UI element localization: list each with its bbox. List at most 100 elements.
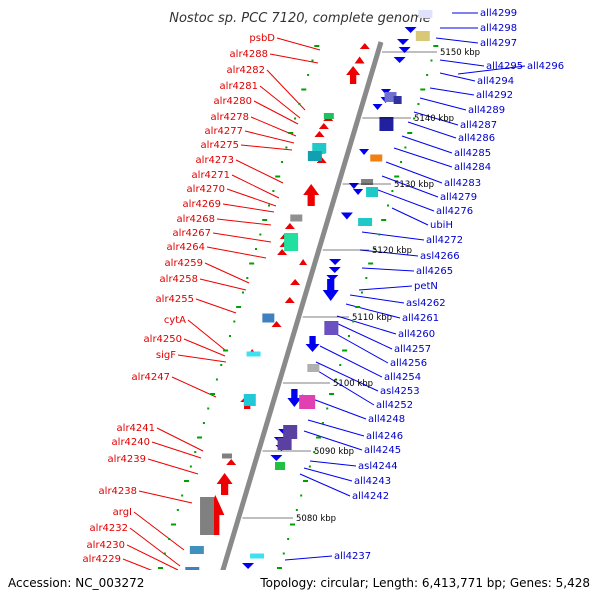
gene-label-all4294[interactable]: all4294 (477, 76, 514, 87)
gene-label-argI[interactable]: argI (113, 507, 132, 518)
gene-label-all4284[interactable]: all4284 (454, 162, 491, 173)
gene-block[interactable] (307, 364, 320, 372)
gene-label-all4283[interactable]: all4283 (444, 178, 481, 189)
gene-label-all4243[interactable]: all4243 (354, 476, 391, 487)
gene-block[interactable] (307, 151, 322, 161)
gene-label-all4276[interactable]: all4276 (436, 206, 473, 217)
gene-label-alr4258[interactable]: alr4258 (160, 274, 198, 285)
reverse-gene-marker[interactable] (404, 27, 417, 33)
gene-label-alr4230[interactable]: alr4230 (87, 540, 125, 551)
forward-gene-marker[interactable] (284, 223, 295, 229)
reverse-gene-marker[interactable] (340, 212, 353, 220)
gene-block[interactable] (312, 143, 327, 153)
gene-label-asl4262[interactable]: asl4262 (406, 298, 446, 309)
gene-label-all4256[interactable]: all4256 (390, 358, 427, 369)
gene-block[interactable] (283, 425, 298, 439)
gene-label-all4272[interactable]: all4272 (426, 235, 463, 246)
gene-label-alr4250[interactable]: alr4250 (144, 334, 182, 345)
gene-block[interactable] (323, 113, 334, 119)
gene-block[interactable] (370, 154, 383, 162)
gene-block[interactable] (299, 395, 316, 409)
forward-gene-marker[interactable] (290, 279, 301, 285)
gene-label-alr4268[interactable]: alr4268 (177, 214, 215, 225)
reverse-gene-marker[interactable] (348, 183, 359, 189)
gene-label-alr4275[interactable]: alr4275 (201, 140, 239, 151)
gene-block[interactable] (246, 351, 261, 357)
gene-label-alr4255[interactable]: alr4255 (156, 294, 194, 305)
gene-label-all4248[interactable]: all4248 (368, 414, 405, 425)
forward-gene-marker[interactable] (271, 321, 282, 327)
gene-label-all4285[interactable]: all4285 (454, 148, 491, 159)
gene-label-alr4282[interactable]: alr4282 (227, 65, 265, 76)
reverse-gene-marker[interactable] (353, 189, 364, 195)
gene-label-alr4277[interactable]: alr4277 (205, 126, 243, 137)
gene-label-all4252[interactable]: all4252 (376, 400, 413, 411)
gene-label-alr4247[interactable]: alr4247 (132, 372, 170, 383)
gene-label-alr4270[interactable]: alr4270 (187, 184, 225, 195)
gene-label-all4296[interactable]: all4296 (527, 61, 564, 72)
gene-label-all4261[interactable]: all4261 (402, 313, 439, 324)
gene-label-all4298[interactable]: all4298 (480, 23, 517, 34)
gene-label-all4246[interactable]: all4246 (366, 431, 403, 442)
gene-label-psbD[interactable]: psbD (249, 33, 275, 44)
gene-label-alr4280[interactable]: alr4280 (214, 96, 252, 107)
gene-label-alr4238[interactable]: alr4238 (99, 486, 137, 497)
gene-label-cytA[interactable]: cytA (164, 315, 186, 326)
gene-label-all4260[interactable]: all4260 (398, 329, 435, 340)
gene-label-all4254[interactable]: all4254 (384, 372, 421, 383)
gene-label-asl4253[interactable]: asl4253 (380, 386, 420, 397)
gene-block[interactable] (243, 394, 256, 406)
reverse-gene-marker[interactable] (329, 259, 342, 265)
reverse-gene-arrow[interactable] (305, 336, 320, 352)
gene-block[interactable] (290, 214, 303, 222)
gene-block[interactable] (262, 313, 275, 323)
gene-block[interactable] (379, 117, 394, 131)
gene-label-all4287[interactable]: all4287 (460, 120, 497, 131)
gene-label-asl4244[interactable]: asl4244 (358, 461, 398, 472)
gene-label-alr4241[interactable]: alr4241 (117, 423, 155, 434)
gene-label-sigF[interactable]: sigF (156, 350, 176, 361)
forward-gene-marker[interactable] (299, 259, 308, 265)
forward-gene-arrow[interactable] (216, 473, 233, 495)
gene-block[interactable] (222, 453, 233, 459)
gene-label-all4289[interactable]: all4289 (468, 105, 505, 116)
gene-label-alr4239[interactable]: alr4239 (108, 454, 146, 465)
gene-label-asl4266[interactable]: asl4266 (420, 251, 460, 262)
gene-block[interactable] (189, 546, 204, 554)
forward-gene-arrow[interactable] (303, 184, 320, 206)
gene-block[interactable] (250, 553, 265, 559)
gene-label-alr4240[interactable]: alr4240 (112, 437, 150, 448)
forward-gene-marker[interactable] (277, 249, 288, 255)
forward-gene-marker[interactable] (226, 459, 237, 465)
reverse-gene-marker[interactable] (397, 39, 409, 45)
gene-label-all4292[interactable]: all4292 (476, 90, 513, 101)
gene-label-alr4269[interactable]: alr4269 (183, 199, 221, 210)
gene-block[interactable] (366, 187, 379, 197)
gene-label-all4257[interactable]: all4257 (394, 344, 431, 355)
gene-label-alr4229[interactable]: alr4229 (83, 554, 121, 565)
gene-block[interactable] (384, 92, 397, 102)
forward-gene-marker[interactable] (318, 123, 329, 129)
gene-label-alr4267[interactable]: alr4267 (173, 228, 211, 239)
reverse-gene-marker[interactable] (393, 57, 406, 63)
reverse-gene-marker[interactable] (328, 267, 341, 273)
forward-gene-marker[interactable] (314, 131, 325, 137)
gene-label-all4265[interactable]: all4265 (416, 266, 453, 277)
gene-block[interactable] (200, 497, 215, 535)
gene-label-ubiH[interactable]: ubiH (430, 220, 453, 231)
gene-label-alr4288[interactable]: alr4288 (230, 49, 268, 60)
gene-block[interactable] (415, 31, 430, 41)
gene-label-alr4232[interactable]: alr4232 (90, 523, 128, 534)
gene-label-alr4281[interactable]: alr4281 (220, 81, 258, 92)
gene-label-all4295[interactable]: all4295 (486, 61, 523, 72)
gene-label-petN[interactable]: petN (414, 281, 438, 292)
gene-block[interactable] (358, 218, 373, 226)
gene-block[interactable] (284, 233, 299, 251)
gene-block[interactable] (324, 321, 339, 335)
forward-gene-arrow[interactable] (346, 66, 361, 84)
reverse-gene-marker[interactable] (242, 563, 255, 569)
gene-label-all4297[interactable]: all4297 (480, 38, 517, 49)
forward-gene-marker[interactable] (284, 297, 295, 303)
forward-gene-marker[interactable] (359, 43, 370, 49)
reverse-gene-marker[interactable] (326, 275, 339, 281)
